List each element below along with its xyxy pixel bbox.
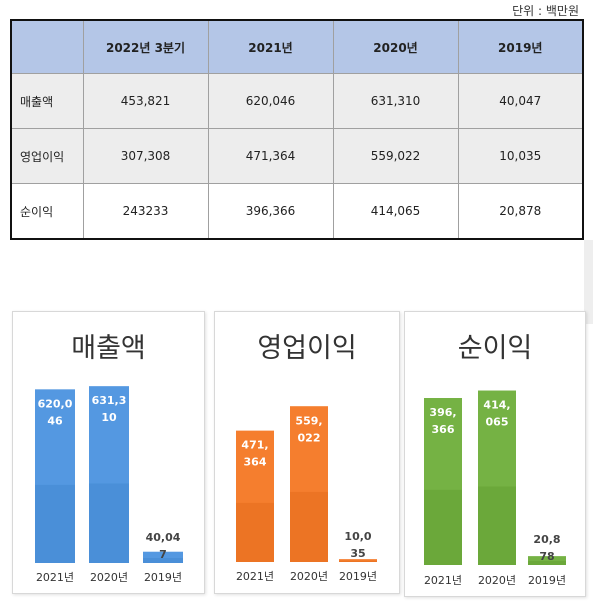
table-cell: 453,821: [82, 73, 209, 129]
chart-bar-highlight: [339, 559, 377, 561]
chart-category-label: 2019년: [528, 574, 566, 587]
chart-data-label: 471, 364: [241, 439, 268, 469]
bar-chart-revenue: 620,0 46 2021년 631,3 10 2020년 40,04 7 2019년: [35, 386, 183, 584]
table-row: 순이익 243233 396,366 414,065 20,878: [10, 183, 584, 240]
chart-category-label: 2020년: [290, 570, 328, 583]
table-cell: 396,366: [207, 183, 334, 240]
chart-data-label: 396, 366: [429, 406, 456, 436]
scroll-edge: [584, 240, 593, 324]
chart-bar-highlight: [478, 390, 516, 487]
row-label: 매출액: [10, 73, 84, 129]
chart-data-label: 620,0 46: [38, 397, 73, 427]
bar-chart-operating-profit: 471, 364 2021년 559, 022 2020년 10,0 35 2019년: [236, 406, 377, 583]
chart-data-label: 559, 022: [295, 414, 322, 444]
chart-bar-highlight: [236, 430, 274, 503]
table-cell: 20,878: [457, 183, 584, 240]
chart-bar-highlight: [89, 386, 129, 484]
unit-label: 단위 : 백만원: [512, 4, 579, 18]
chart-title: 매출액: [71, 333, 146, 364]
chart-bar-highlight: [290, 406, 328, 492]
chart-category-label: 2020년: [90, 571, 128, 584]
table-corner-cell: [10, 19, 84, 74]
table-cell: 620,046: [207, 73, 334, 129]
chart-panel-operating-profit: 영업이익 471, 364 2021년 559, 022 2020년 10,0 35 2019년: [214, 311, 400, 594]
chart-title: 순이익: [457, 333, 533, 364]
chart-category-label: 2021년: [424, 574, 462, 587]
table-cell: 243233: [82, 183, 209, 240]
table-header-cell: 2020년: [332, 19, 459, 74]
chart-data-label: 40,04 7: [146, 531, 181, 561]
table-row: 매출액 453,821 620,046 631,310 40,047: [10, 73, 584, 129]
table-header-cell: 2021년: [207, 19, 334, 74]
chart-bar-highlight: [528, 556, 566, 562]
table-cell: 414,065: [332, 183, 459, 240]
table-cell: 307,308: [82, 128, 209, 184]
chart-data-label: 631,3 10: [92, 394, 127, 424]
chart-data-label: 20,8 78: [533, 533, 560, 563]
table-cell: 10,035: [457, 128, 584, 184]
chart-bar-highlight: [424, 398, 462, 490]
chart-category-label: 2019년: [144, 571, 182, 584]
table-cell: 631,310: [332, 73, 459, 129]
chart-data-label: 414, 065: [483, 399, 510, 429]
chart-category-label: 2020년: [478, 574, 516, 587]
table-header-row: 2022년 3분기 2021년 2020년 2019년: [10, 19, 584, 74]
chart-bar-highlight: [143, 551, 183, 558]
table-row: 영업이익 307,308 471,364 559,022 10,035: [10, 128, 584, 184]
row-label: 순이익: [10, 183, 84, 240]
table-cell: 471,364: [207, 128, 334, 184]
chart-title: 영업이익: [257, 333, 357, 364]
row-label: 영업이익: [10, 128, 84, 184]
chart-panel-net-income: 순이익 396, 366 2021년 414, 065 2020년 20,8 78 2019년: [404, 311, 586, 597]
table-cell: 559,022: [332, 128, 459, 184]
chart-category-label: 2021년: [36, 571, 74, 584]
table-cell: 40,047: [457, 73, 584, 129]
chart-panel-revenue: 매출액 620,0 46 2021년 631,3 10 2020년 40,04 7 2019년: [12, 311, 205, 594]
table-header-cell: 2019년: [457, 19, 584, 74]
bar-chart-net-income: 396, 366 2021년 414, 065 2020년 20,8 78 2019년: [424, 390, 566, 587]
table-header-cell: 2022년 3분기: [82, 19, 209, 74]
financial-table: 2022년 3분기 2021년 2020년 2019년 매출액 453,821 …: [10, 19, 584, 240]
chart-data-label: 10,0 35: [344, 530, 371, 560]
chart-category-label: 2021년: [236, 570, 274, 583]
chart-category-label: 2019년: [339, 570, 377, 583]
chart-bar-highlight: [35, 389, 75, 485]
